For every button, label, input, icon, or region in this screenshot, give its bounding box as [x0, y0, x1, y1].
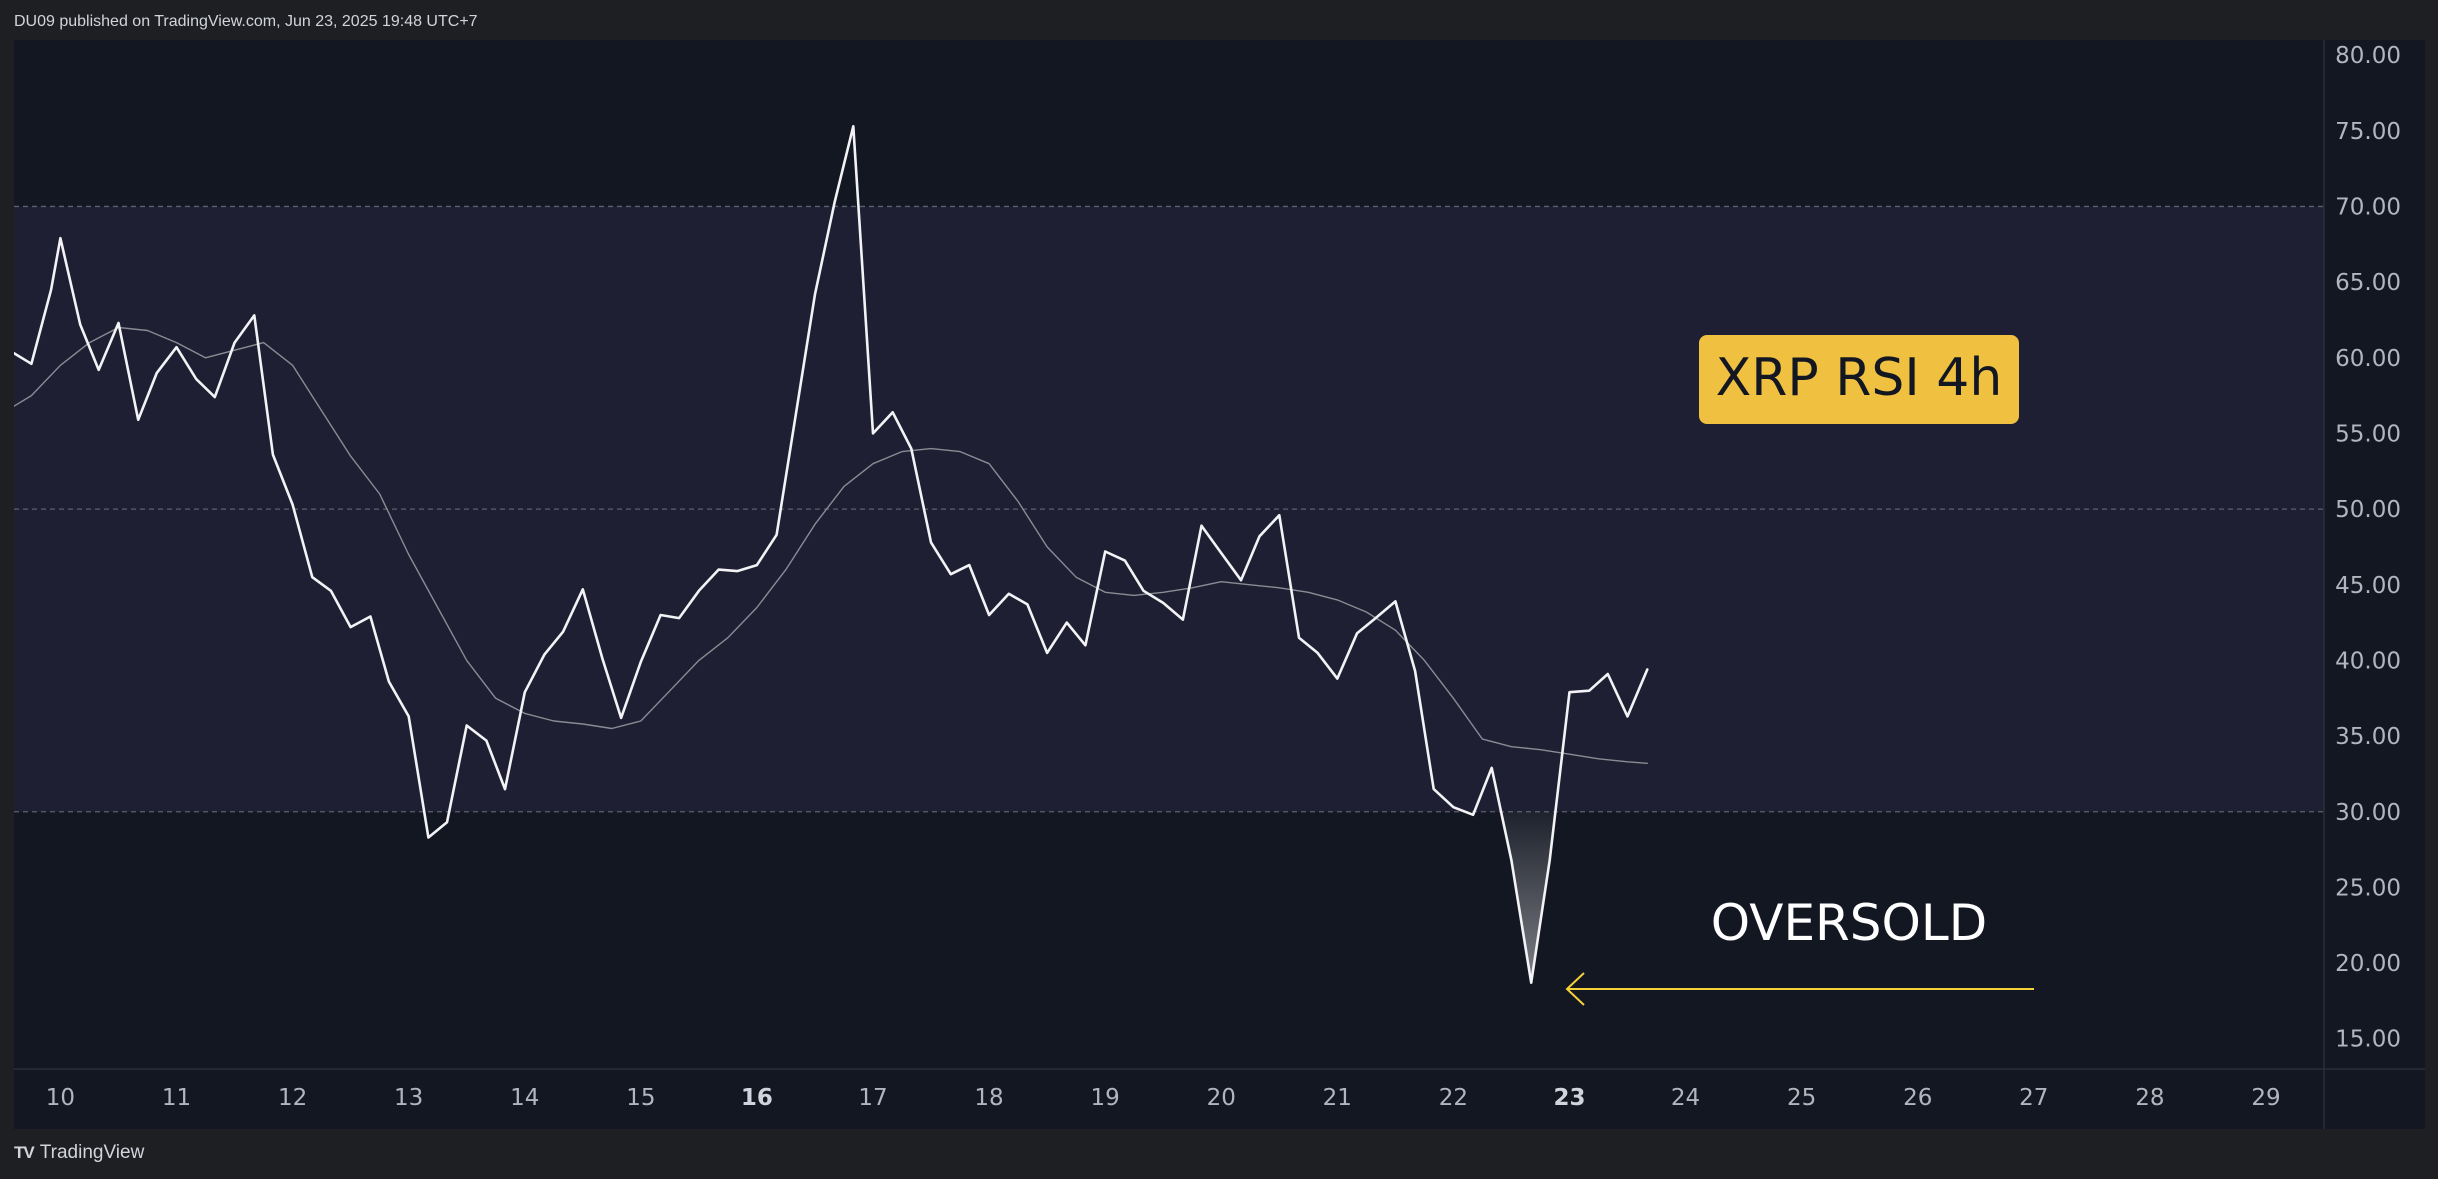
tradingview-logo-icon: TV	[14, 1143, 35, 1162]
title-badge-text: XRP RSI 4h	[1716, 348, 2003, 408]
y-tick-label: 40.00	[2335, 648, 2401, 674]
chart-area[interactable]: 80.00 75.00 70.00 65.00 60.00 55.00 50.00 45.00…	[14, 40, 2425, 1129]
tradingview-logo-text: TradingView	[39, 1142, 145, 1163]
x-tick-label: 29	[2251, 1085, 2280, 1111]
x-axis: 10 11 12 13 14 15 16 17 18 19 20 21 22 23 24 25 26 27 28 29	[46, 1085, 2281, 1111]
rsi-line	[14, 125, 1649, 985]
x-tick-label: 27	[2019, 1085, 2048, 1111]
x-tick-label: 20	[1207, 1085, 1236, 1111]
x-tick-label: 12	[278, 1085, 307, 1111]
x-tick-label: 23	[1553, 1085, 1585, 1111]
y-tick-label: 50.00	[2335, 497, 2401, 523]
oversold-annotation: OVERSOLD	[1565, 894, 2034, 1006]
x-tick-label: 13	[394, 1085, 423, 1111]
y-tick-label: 65.00	[2335, 270, 2401, 296]
y-tick-label: 75.00	[2335, 119, 2401, 145]
rsi-chart[interactable]: 80.00 75.00 70.00 65.00 60.00 55.00 50.00 45.00…	[14, 40, 2425, 1129]
y-tick-label: 60.00	[2335, 346, 2401, 372]
footer: TV TradingView	[0, 1129, 2438, 1179]
x-tick-label: 19	[1091, 1085, 1120, 1111]
y-tick-label: 20.00	[2335, 951, 2401, 977]
y-tick-label: 80.00	[2335, 43, 2401, 69]
y-tick-label: 25.00	[2335, 875, 2401, 901]
series-lines	[14, 125, 1649, 985]
x-tick-label: 18	[974, 1085, 1003, 1111]
x-tick-label: 16	[741, 1085, 773, 1111]
y-tick-label: 30.00	[2335, 800, 2401, 826]
title-badge: XRP RSI 4h	[1699, 335, 2019, 424]
publish-info: DU09 published on TradingView.com, Jun 2…	[0, 0, 2438, 40]
title-badge-bg	[1699, 335, 2019, 424]
x-tick-label: 28	[2135, 1085, 2164, 1111]
oversold-fill	[1501, 811, 1556, 983]
x-tick-label: 17	[858, 1085, 887, 1111]
y-tick-label: 70.00	[2335, 194, 2401, 220]
y-tick-label: 15.00	[2335, 1027, 2401, 1053]
tradingview-logo[interactable]: TV TradingView	[14, 1142, 144, 1164]
left-arrow-icon	[1565, 972, 2034, 1006]
x-tick-label: 22	[1439, 1085, 1468, 1111]
x-tick-label: 24	[1671, 1085, 1700, 1111]
y-tick-label: 45.00	[2335, 573, 2401, 599]
x-tick-label: 21	[1323, 1085, 1352, 1111]
x-tick-label: 10	[46, 1085, 75, 1111]
x-tick-label: 25	[1787, 1085, 1816, 1111]
x-tick-label: 15	[626, 1085, 655, 1111]
publish-info-text: DU09 published on TradingView.com, Jun 2…	[14, 13, 478, 30]
level-lines	[14, 205, 2324, 813]
y-tick-label: 35.00	[2335, 724, 2401, 750]
oversold-label: OVERSOLD	[1711, 894, 1987, 952]
rsi-ma-line	[14, 326, 1649, 764]
x-tick-label: 14	[510, 1085, 539, 1111]
x-tick-label: 11	[162, 1085, 191, 1111]
x-tick-label: 26	[1903, 1085, 1932, 1111]
y-axis: 80.00 75.00 70.00 65.00 60.00 55.00 50.00 45.00…	[2335, 43, 2401, 1053]
y-tick-label: 55.00	[2335, 421, 2401, 447]
